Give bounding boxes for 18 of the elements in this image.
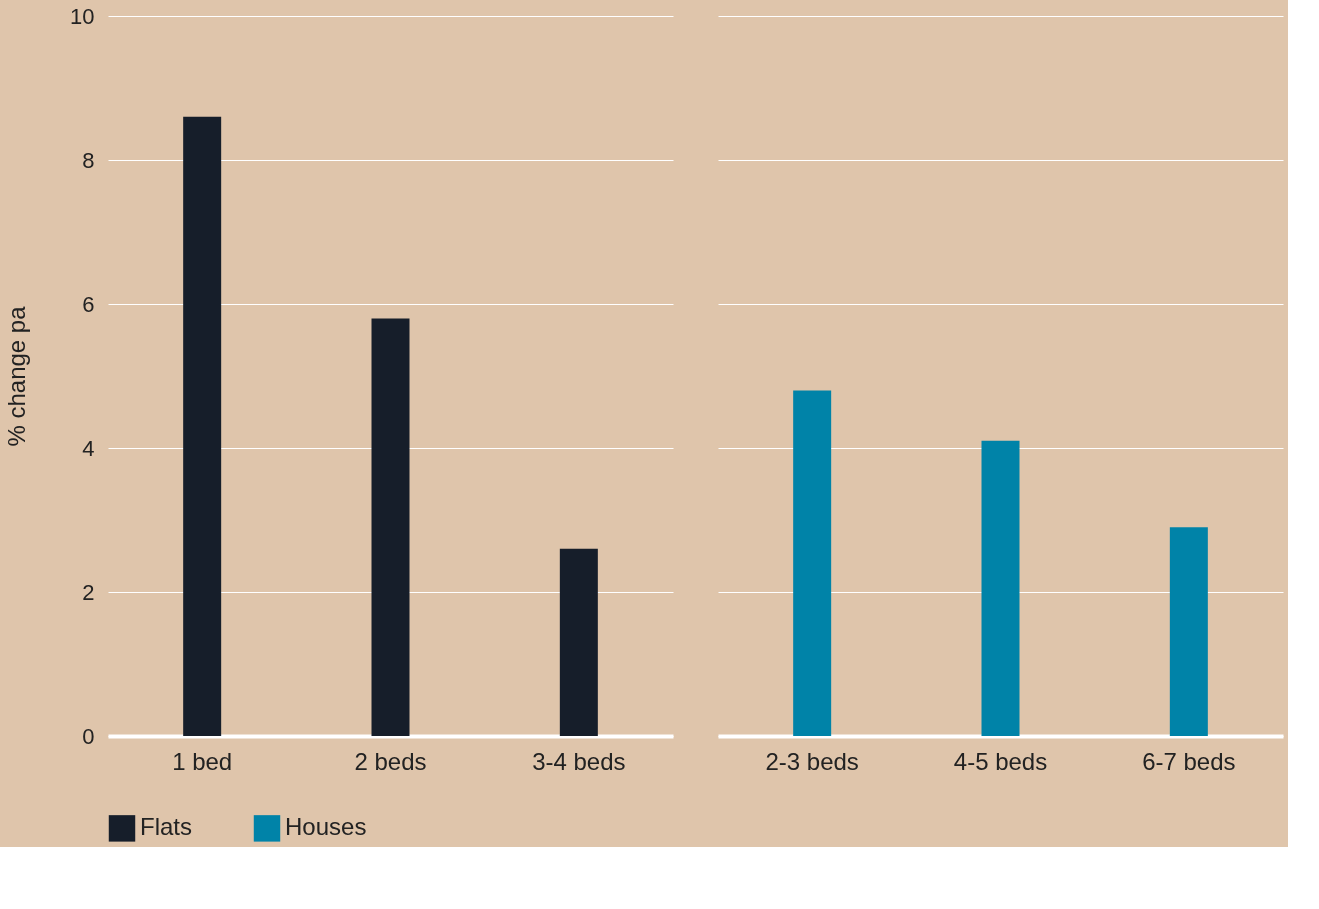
y-tick-label: 10 <box>70 3 95 29</box>
bar <box>183 116 222 736</box>
legend-label: Houses <box>285 813 367 841</box>
bar <box>559 548 598 736</box>
x-tick-label: 2-3 beds <box>765 747 859 775</box>
x-tick-label: 2 beds <box>354 747 427 775</box>
x-tick-label: 1 bed <box>172 747 233 775</box>
y-tick-label: 2 <box>82 579 95 605</box>
y-tick-label: 0 <box>82 723 95 749</box>
x-tick-label: 6-7 beds <box>1142 747 1236 775</box>
bar <box>371 318 410 736</box>
legend-label: Flats <box>140 813 193 841</box>
y-tick-label: 8 <box>82 147 95 173</box>
x-tick-label: 3-4 beds <box>532 747 626 775</box>
y-tick-label: 4 <box>82 435 95 461</box>
x-tick-label: 4-5 beds <box>953 747 1048 775</box>
y-axis-title: % change pa <box>3 305 31 447</box>
y-tick-label: 6 <box>82 291 95 317</box>
